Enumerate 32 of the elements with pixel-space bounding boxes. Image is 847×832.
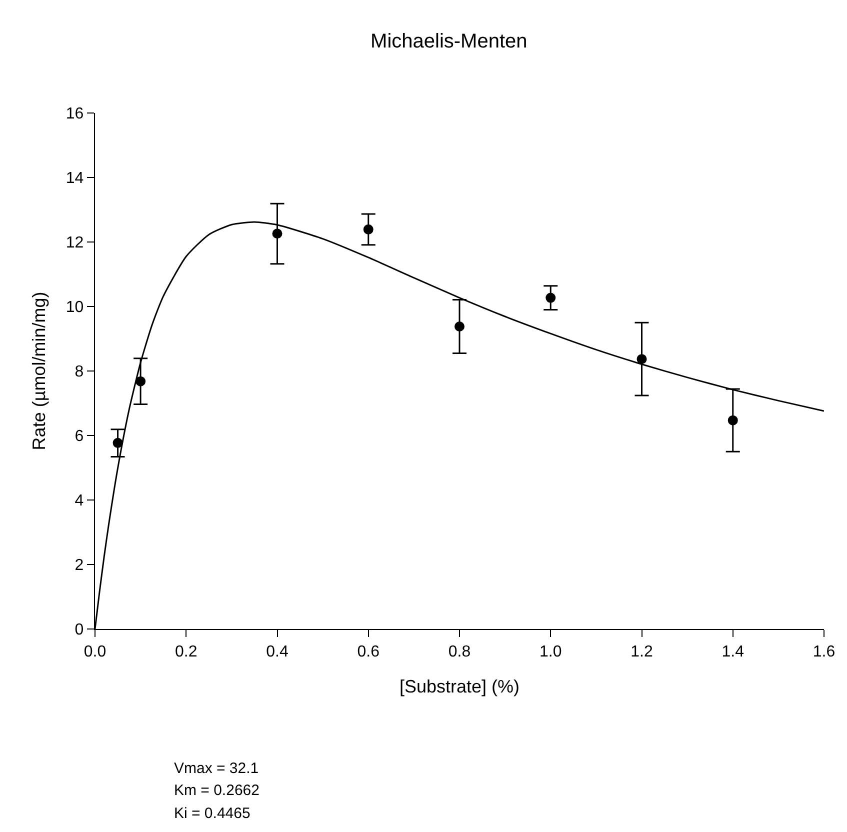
- point: [272, 228, 282, 239]
- x-tick-label: 1.4: [722, 643, 744, 660]
- x-tick-label: 0.0: [84, 643, 106, 660]
- y-axis-title: Rate (µmol/min/mg): [29, 292, 50, 450]
- chart-title: Michaelis-Menten: [370, 30, 528, 52]
- x-axis-title: [Substrate] (%): [399, 676, 520, 696]
- point: [112, 438, 123, 448]
- y-tick-label: 6: [74, 428, 84, 446]
- y-tick-label: 0: [74, 622, 84, 639]
- x-tick-label: 1.2: [630, 643, 653, 660]
- text: Km = 0.2662: [174, 782, 260, 799]
- point: [546, 292, 556, 303]
- y-tick-label: 8: [74, 364, 84, 381]
- x-tick-label: 0.2: [175, 643, 198, 660]
- x-tick-label: 1.6: [812, 643, 836, 660]
- point: [636, 354, 647, 364]
- text: Vmax = 32.1: [174, 760, 259, 777]
- x-tick-label: 0.8: [448, 643, 471, 660]
- y-tick-label: 4: [74, 492, 84, 510]
- y-tick-label: 16: [66, 106, 84, 123]
- x-tick-label: 1.0: [540, 643, 562, 660]
- point: [136, 376, 146, 386]
- y-tick-label: 10: [66, 299, 84, 316]
- x-tick-label: 0.6: [357, 643, 380, 660]
- y-tick-label: 2: [74, 557, 84, 574]
- point: [454, 321, 464, 332]
- point: [728, 415, 738, 426]
- y-tick-label: 12: [66, 234, 84, 252]
- x-tick-label: 0.4: [266, 643, 288, 660]
- point: [363, 224, 374, 234]
- text: Ki = 0.4465: [174, 805, 250, 822]
- y-tick-label: 14: [66, 170, 84, 188]
